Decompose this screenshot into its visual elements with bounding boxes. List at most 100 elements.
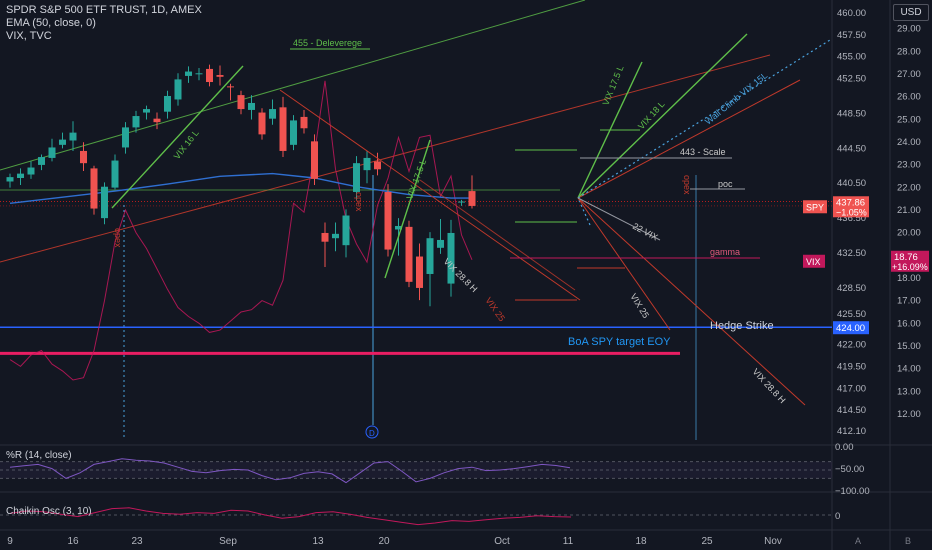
currency-button[interactable]: USD — [893, 4, 929, 21]
vix-tick: 20.00 — [897, 228, 921, 239]
vix-tick: 26.00 — [897, 92, 921, 103]
last-price-change: −1.05% — [836, 207, 867, 217]
chaikin-pane: Chaikin Osc (3, 10) 0 — [0, 506, 840, 526]
spy-symbol-text: SPY — [806, 202, 824, 212]
candle-body — [17, 173, 24, 178]
candle-body — [353, 163, 360, 192]
candle-body — [447, 232, 455, 284]
dividend-badge — [365, 425, 379, 439]
vix25-mid-line — [419, 179, 576, 291]
vix-tick: 21.00 — [897, 205, 921, 216]
vix25-label: VIX 25 — [628, 292, 651, 320]
vix288-fan-line — [577, 197, 806, 406]
candle-body — [101, 186, 108, 219]
price-tick: 436.50 — [837, 213, 866, 224]
candle-body — [405, 226, 413, 282]
williams-tick: −100.00 — [835, 486, 870, 497]
scale-label: 443 - Scale — [680, 147, 726, 157]
price-tick: 448.50 — [837, 108, 866, 119]
candle-body — [416, 256, 423, 288]
price-tick: 440.50 — [837, 178, 866, 189]
delever-label: 455 - Deleverege — [293, 38, 362, 48]
hedge-price-tag — [833, 321, 869, 335]
candle-body — [384, 191, 392, 250]
time-tick: Sep — [219, 536, 237, 547]
spy-symbol-tag — [803, 200, 827, 214]
vix-tick: 24.00 — [897, 137, 921, 148]
vix-tick: 17.00 — [897, 296, 921, 307]
candle-body — [279, 107, 287, 151]
vix16-trendline — [111, 65, 244, 209]
opex-label-2: opex — [354, 192, 364, 212]
price-tick: 425.50 — [837, 309, 866, 320]
candles — [6, 64, 476, 307]
candle-body — [437, 239, 444, 248]
symbol-title[interactable]: SPDR S&P 500 ETF TRUST, 1D, AMEX — [6, 4, 202, 16]
last-price-tag — [833, 196, 869, 218]
candle-body — [395, 225, 402, 230]
candle-body — [111, 160, 119, 188]
price-tick: 419.50 — [837, 361, 866, 372]
candle-body — [374, 161, 381, 170]
candle-body — [248, 102, 255, 110]
wall-climb-label: Wall Climb VIX 15L — [703, 70, 769, 126]
candle-body — [269, 109, 276, 119]
vix175-mid-line — [384, 139, 431, 279]
chaikin-label: Chaikin Osc (3, 10) — [6, 506, 92, 517]
candle-body — [185, 71, 192, 76]
ema-legend[interactable]: EMA (50, close, 0) — [6, 17, 96, 29]
vix-axis[interactable]: 12.0013.0014.0015.0016.0017.0018.0019.00… — [803, 24, 929, 420]
vix25-fan-line — [577, 197, 671, 331]
price-axis[interactable]: 412.10 414.50 417.00 419.50 422.00 425.50 428.… — [803, 8, 869, 437]
candle-body — [342, 215, 350, 246]
vix288a-label: VIX 28.8 H — [442, 256, 480, 294]
vix-tick: 12.00 — [897, 409, 921, 420]
vix-tick: 23.00 — [897, 160, 921, 171]
vix-symbol-text: VIX — [806, 257, 821, 267]
poc-label: poc — [718, 179, 733, 189]
price-tick: 417.00 — [837, 383, 866, 394]
red-channel-lower — [0, 54, 771, 263]
time-tick: 16 — [67, 536, 79, 547]
candle-body — [458, 201, 465, 203]
time-tick: 11 — [563, 536, 574, 547]
vix175-label: VIX 17.5 L — [601, 64, 626, 107]
time-axis[interactable]: 9 16 23 Sep 13 20 Oct 11 18 25 Nov A B — [7, 536, 911, 547]
last-vix-tag — [891, 250, 929, 272]
vix22-fan-line — [577, 197, 661, 241]
candle-body — [6, 177, 14, 182]
candle-body — [195, 73, 203, 75]
price-tick: 452.50 — [837, 74, 866, 85]
vix-tick: 22.00 — [897, 182, 921, 193]
candle-body — [363, 157, 371, 171]
candle-body — [426, 238, 434, 274]
candle-body — [80, 150, 87, 164]
ema-overlay — [9, 172, 472, 204]
price-tick: 412.10 — [837, 426, 866, 437]
vix-tick: 25.00 — [897, 114, 921, 125]
time-tick: 9 — [7, 536, 13, 547]
last-vix-change: +16.09% — [892, 262, 928, 272]
last-vix-value: 18.76 — [894, 252, 918, 263]
candle-body — [258, 112, 266, 135]
candle-body — [48, 147, 56, 158]
candle-body — [164, 95, 171, 112]
hedge-price-value: 424.00 — [836, 323, 865, 334]
vix-tick: 13.00 — [897, 386, 921, 397]
candle-body — [206, 68, 213, 83]
williams-r-pane: %R (14, close) 0.00 −50.00 −100.00 — [0, 442, 870, 497]
vix-tick: 28.00 — [897, 46, 921, 57]
vix16-label: VIX 16 L — [172, 128, 201, 161]
vix-legend[interactable]: VIX, TVC — [6, 30, 52, 42]
candle-body — [311, 141, 318, 179]
auto-scale-button: A — [855, 536, 861, 546]
vix-tick: 14.00 — [897, 364, 921, 375]
price-tick: 432.50 — [837, 248, 866, 259]
candle-body — [59, 139, 66, 145]
time-tick: 18 — [635, 536, 647, 547]
price-tick: 457.50 — [837, 30, 866, 41]
vix18-line — [577, 33, 748, 199]
